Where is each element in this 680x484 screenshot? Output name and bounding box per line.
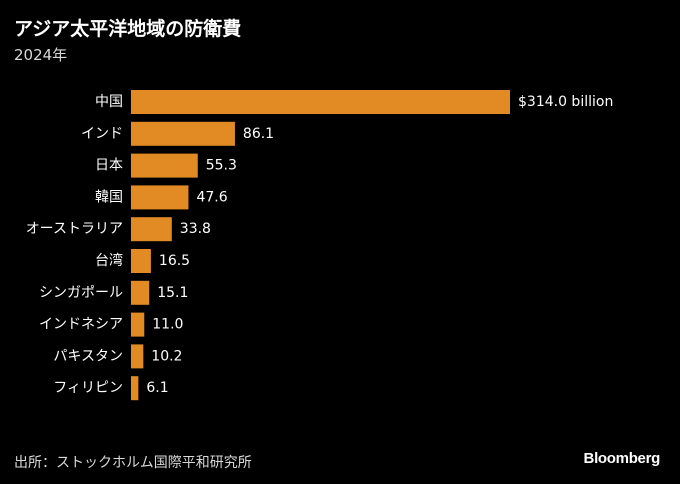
category-label: 中国 [95, 94, 123, 110]
category-label: シンガポール [39, 285, 123, 301]
category-label: フィリピン [53, 380, 123, 396]
bar [131, 153, 198, 178]
value-label: 33.8 [180, 221, 211, 237]
brand-logo: Bloomberg [583, 450, 661, 467]
value-label: 16.5 [159, 253, 190, 269]
bar [131, 344, 144, 369]
source-note: 出所：ストックホルム国際平和研究所 [14, 455, 252, 471]
value-label: 6.1 [146, 380, 168, 396]
chart-subtitle: 2024年 [14, 46, 68, 64]
bar [131, 376, 139, 401]
category-label: オーストラリア [26, 221, 123, 237]
value-label: 86.1 [243, 126, 274, 142]
bar [131, 185, 189, 210]
bar [131, 217, 172, 242]
category-label: インド [81, 126, 123, 142]
bar [131, 249, 151, 273]
value-label: 55.3 [206, 158, 237, 174]
value-label: 10.2 [151, 348, 182, 364]
category-label: インドネシア [39, 317, 123, 333]
value-label: 11.0 [152, 317, 183, 333]
category-label: パキスタン [53, 348, 123, 364]
bar [131, 312, 145, 337]
value-label: 15.1 [157, 285, 188, 301]
value-label: 47.6 [196, 189, 227, 205]
value-label: $314.0 billion [518, 94, 613, 110]
category-label: 日本 [95, 158, 123, 174]
bar [131, 280, 150, 305]
bar [131, 90, 510, 114]
category-label: 台湾 [95, 252, 123, 269]
bar [131, 121, 235, 146]
chart-title: アジア太平洋地域の防衛費 [14, 18, 242, 40]
category-label: 韓国 [95, 189, 123, 205]
